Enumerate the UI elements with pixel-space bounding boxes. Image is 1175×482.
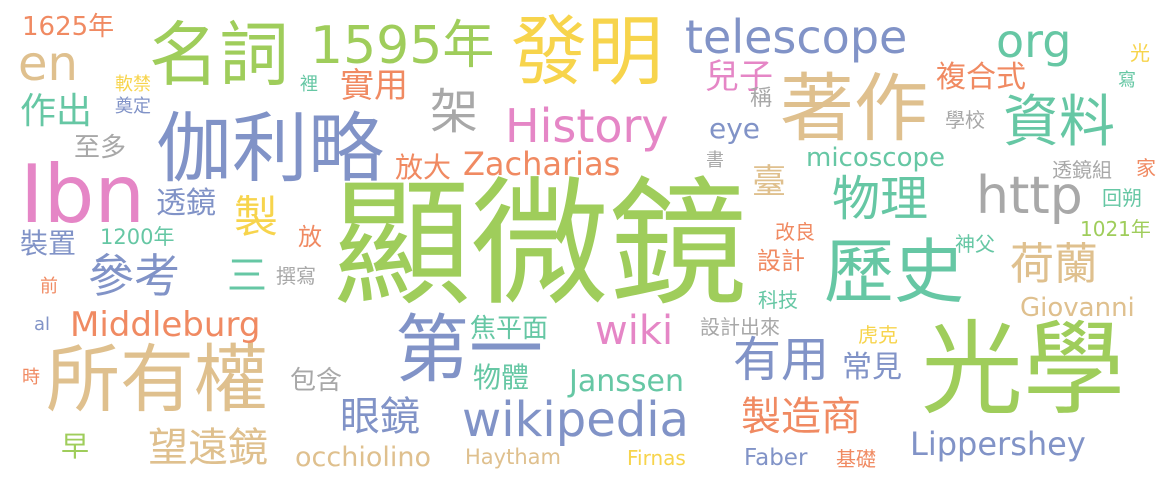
word-school: 學校 bbox=[945, 108, 985, 132]
word-1595: 1595年 bbox=[310, 16, 495, 76]
word-zacharias: Zacharias bbox=[463, 145, 621, 183]
word-1200: 1200年 bbox=[100, 225, 175, 249]
word-establish: 奠定 bbox=[115, 96, 151, 117]
word-priest: 神父 bbox=[955, 232, 995, 256]
word-before: 前 bbox=[40, 276, 58, 297]
word-1625: 1625年 bbox=[22, 12, 115, 42]
word-magnify: 放大 bbox=[395, 151, 452, 184]
word-org: org bbox=[996, 14, 1072, 68]
word-lens-group: 透鏡組 bbox=[1052, 158, 1112, 182]
word-telescope: telescope bbox=[685, 10, 908, 64]
word-platform: 臺 bbox=[752, 162, 786, 202]
word-data: 資料 bbox=[1003, 90, 1115, 155]
word-en: en bbox=[18, 36, 78, 92]
word-history: History bbox=[505, 99, 669, 153]
word-light: 光 bbox=[1130, 41, 1150, 65]
word-history-zh: 歷史 bbox=[824, 231, 964, 313]
word-http: http bbox=[976, 166, 1083, 226]
word-reference: 參考 bbox=[88, 249, 180, 303]
word-contain: 包含 bbox=[290, 366, 343, 396]
word-designed: 設計出來 bbox=[700, 315, 780, 339]
word-giovanni: Giovanni bbox=[1020, 293, 1135, 323]
word-ownership: 所有權 bbox=[46, 337, 268, 423]
word-haytham: Haytham bbox=[465, 445, 561, 469]
word-inside: 裡 bbox=[300, 74, 318, 95]
word-manufacturer: 製造商 bbox=[741, 394, 861, 440]
word-optics: 光學 bbox=[921, 311, 1125, 430]
word-telescope-zh: 望遠鏡 bbox=[148, 425, 268, 471]
word-compound: 複合式 bbox=[936, 60, 1026, 95]
word-wikipedia: wikipedia bbox=[462, 392, 689, 448]
word-hooke: 虎克 bbox=[858, 323, 898, 347]
word-al: al bbox=[34, 314, 51, 335]
word-home: 家 bbox=[1136, 156, 1156, 180]
word-son: 兒子 bbox=[705, 57, 773, 97]
word-three: 三 bbox=[227, 253, 267, 299]
word-middleburg: Middleburg bbox=[70, 305, 261, 345]
word-book: 書 bbox=[706, 150, 724, 171]
word-wiki: wiki bbox=[595, 308, 674, 354]
word-improve: 改良 bbox=[775, 220, 815, 244]
word-made: 作出 bbox=[20, 91, 93, 132]
word-focal-plane: 焦平面 bbox=[470, 314, 549, 344]
word-at-most: 至多 bbox=[74, 133, 127, 163]
word-first: 第一 bbox=[395, 307, 543, 393]
word-ibn: Ibn bbox=[20, 148, 146, 241]
word-glasses: 眼鏡 bbox=[340, 394, 420, 440]
word-design: 設計 bbox=[757, 247, 805, 275]
word-useful: 有用 bbox=[733, 332, 830, 388]
word-house-arrest: 軟禁 bbox=[115, 74, 151, 95]
word-eye: eye bbox=[709, 112, 761, 145]
word-put: 放 bbox=[298, 223, 322, 251]
word-galileo: 伽利略 bbox=[156, 104, 384, 193]
word-noun: 名詞 bbox=[149, 14, 289, 96]
word-occhiolino: occhiolino bbox=[295, 442, 431, 473]
word-microscope: 顯微鏡 bbox=[333, 164, 748, 325]
word-early: 早 bbox=[61, 430, 90, 463]
word-foundation: 基礎 bbox=[836, 447, 876, 471]
word-lens: 透鏡 bbox=[156, 186, 216, 221]
word-lippershey: Lippershey bbox=[910, 425, 1086, 463]
word-write: 撰寫 bbox=[276, 264, 316, 288]
word-netherlands: 荷蘭 bbox=[1010, 239, 1098, 290]
word-janssen: Janssen bbox=[569, 364, 684, 399]
word-write-short: 寫 bbox=[1118, 70, 1136, 91]
word-called: 稱 bbox=[750, 86, 773, 111]
word-micoscope: micoscope bbox=[806, 143, 946, 173]
word-invention: 發明 bbox=[511, 7, 663, 96]
word-firnas: Firnas bbox=[627, 446, 686, 470]
word-technology: 科技 bbox=[758, 288, 798, 312]
word-make: 製 bbox=[234, 192, 278, 243]
word-frame: 架 bbox=[430, 84, 479, 140]
word-retrace: 回朔 bbox=[1102, 186, 1142, 210]
word-common: 常見 bbox=[842, 350, 902, 385]
word-works: 著作 bbox=[780, 66, 928, 152]
word-physics: 物理 bbox=[832, 171, 929, 227]
word-object: 物體 bbox=[473, 361, 530, 394]
word-practical: 實用 bbox=[340, 66, 408, 106]
word-faber: Faber bbox=[744, 445, 808, 471]
word-1021: 1021年 bbox=[1080, 217, 1151, 241]
word-time: 時 bbox=[22, 367, 40, 388]
word-device: 裝置 bbox=[20, 227, 77, 260]
